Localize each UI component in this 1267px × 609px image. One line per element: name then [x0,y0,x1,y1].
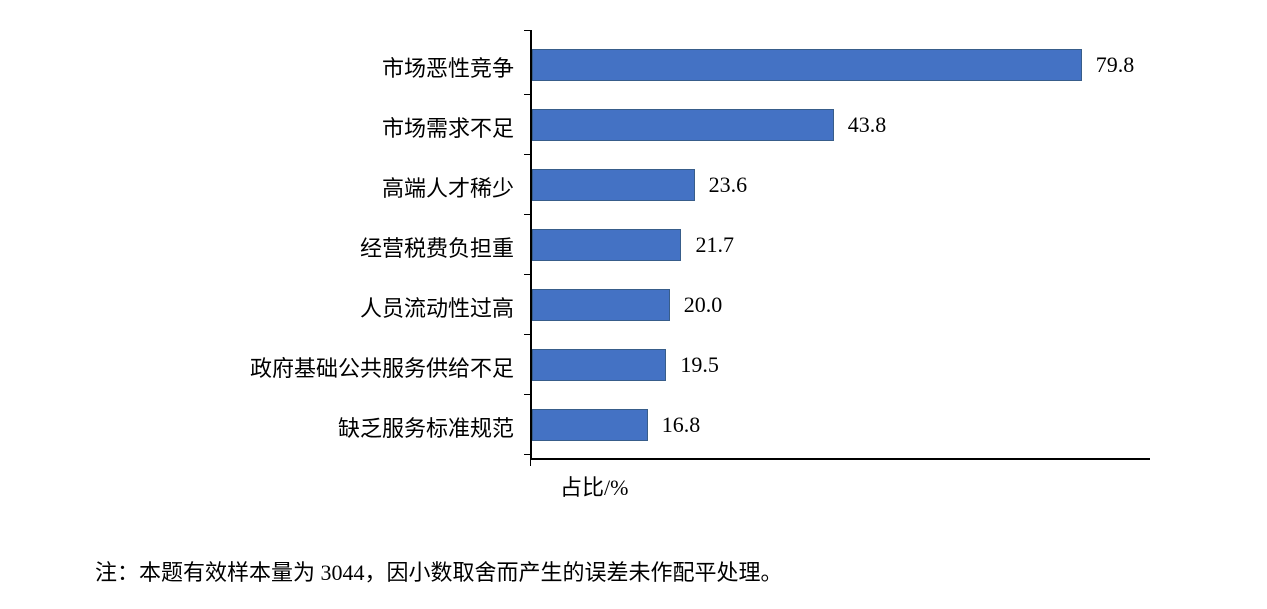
category-label: 高端人才稀少 [382,171,514,203]
bar [532,409,648,441]
plot-area: 79.8 43.8 23.6 21.7 20.0 19.5 16.8 [530,30,1150,460]
chart-wrapper: 79.8 43.8 23.6 21.7 20.0 19.5 16.8 占比/% 注：本题有效… [0,0,1267,609]
category-label: 市场需求不足 [382,111,514,143]
y-tick [524,154,530,155]
y-tick [524,454,530,455]
value-label: 19.5 [680,352,719,378]
value-label: 43.8 [848,112,887,138]
bar [532,169,695,201]
x-tick [530,460,531,466]
value-label: 20.0 [684,292,723,318]
bar [532,349,666,381]
value-label: 79.8 [1096,52,1135,78]
y-tick [524,334,530,335]
category-label: 市场恶性竞争 [382,51,514,83]
y-tick [524,30,530,31]
y-tick [524,94,530,95]
category-label: 人员流动性过高 [360,291,514,323]
category-label: 经营税费负担重 [360,231,514,263]
bar [532,289,670,321]
x-axis-title: 占比/% [560,470,628,502]
bar [532,49,1082,81]
y-tick [524,214,530,215]
y-tick [524,274,530,275]
category-label: 缺乏服务标准规范 [338,411,514,443]
category-label: 政府基础公共服务供给不足 [250,351,514,383]
bar [532,229,681,261]
y-tick [524,394,530,395]
x-axis-line [530,458,1150,460]
value-label: 23.6 [709,172,748,198]
value-label: 16.8 [662,412,701,438]
value-label: 21.7 [695,232,734,258]
bar [532,109,834,141]
chart-footnote: 注：本题有效样本量为 3044，因小数取舍而产生的误差未作配平处理。 [95,555,783,587]
